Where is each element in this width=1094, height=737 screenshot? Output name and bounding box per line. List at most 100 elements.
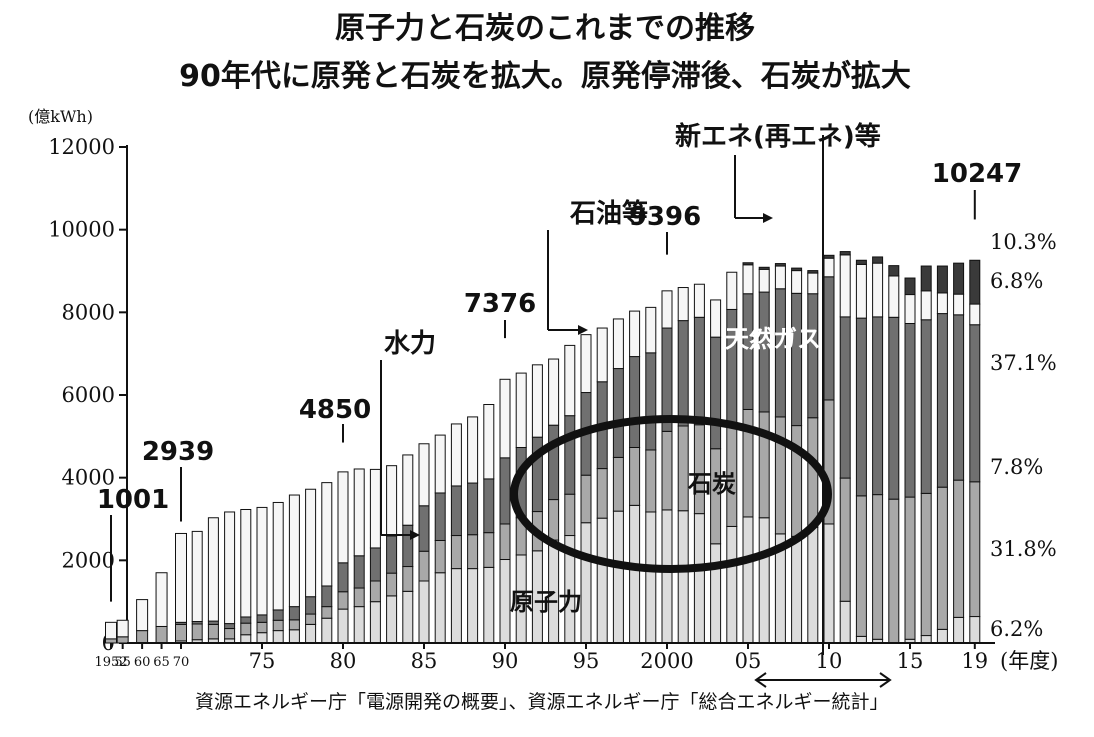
bar-segment xyxy=(548,499,560,541)
bar-segment xyxy=(888,265,900,277)
bar-segment xyxy=(321,585,333,608)
bar-segment xyxy=(434,572,446,644)
share-label: 6.2% xyxy=(990,617,1043,641)
bar-segment xyxy=(256,632,268,644)
bar-segment xyxy=(305,623,317,644)
bar-segment xyxy=(450,568,462,644)
bar-segment xyxy=(758,268,770,293)
y-tick-label: 10000 xyxy=(48,218,115,242)
bar-segment xyxy=(920,635,932,644)
bar-segment xyxy=(272,619,284,632)
bar-segment xyxy=(645,306,657,354)
bar-segment xyxy=(224,511,236,625)
value-callout: 1001 xyxy=(97,485,169,515)
bar-segment xyxy=(321,606,333,619)
bar-segment xyxy=(467,534,479,570)
bar-segment xyxy=(855,495,867,637)
bar-segment xyxy=(155,572,168,627)
bar-segment xyxy=(207,517,219,622)
bar-segment xyxy=(969,303,981,326)
bar-segment xyxy=(612,456,624,512)
bar-segment xyxy=(645,352,657,451)
bar-segment xyxy=(612,510,624,644)
bar-segment xyxy=(677,320,689,427)
bar-segment xyxy=(564,493,576,537)
value-callout: 2939 xyxy=(142,437,214,467)
bar-segment xyxy=(872,256,884,264)
bar-segment xyxy=(920,319,932,494)
bar-segment xyxy=(953,262,965,295)
bar-segment xyxy=(256,621,268,634)
bar-segment xyxy=(564,415,576,495)
bar-segment xyxy=(531,364,543,438)
bar-segment xyxy=(791,267,803,272)
chart-subtitle: 90年代に原発と石炭を拡大。原発停滞後、石炭が拡大 xyxy=(179,59,911,94)
bar-segment xyxy=(677,510,689,644)
bar-segment xyxy=(191,530,203,623)
share-label: 31.8% xyxy=(990,537,1057,561)
bar-segment xyxy=(207,623,219,640)
share-label: 10.3% xyxy=(990,230,1057,254)
bar-segment xyxy=(888,498,900,644)
bar-segment xyxy=(175,532,187,623)
bar-segment xyxy=(774,263,786,267)
label-renewable: 新エネ(再エネ)等 xyxy=(675,121,881,152)
bar-segment xyxy=(418,505,430,552)
range-arrow xyxy=(754,672,892,688)
x-tick-label: 19 xyxy=(961,649,988,673)
bar-segment xyxy=(434,434,446,494)
bar-stack-group xyxy=(105,251,981,644)
bar-segment xyxy=(742,516,754,644)
x-tick-label: 85 xyxy=(411,649,438,673)
x-tick-label: 65 xyxy=(153,655,170,670)
bar-segment xyxy=(386,595,398,644)
x-tick-label: 75 xyxy=(249,649,276,673)
bar-segment xyxy=(855,317,867,497)
bar-segment xyxy=(483,566,495,644)
bar-segment xyxy=(953,293,965,316)
x-tick-label: 2000 xyxy=(640,649,693,673)
label-gas: 天然ガス xyxy=(725,325,821,353)
value-callout: 7376 xyxy=(464,289,536,319)
bar-segment xyxy=(920,265,932,292)
bar-segment xyxy=(116,636,129,644)
bar-segment xyxy=(337,562,349,593)
bar-segment xyxy=(710,299,722,338)
bar-segment xyxy=(904,277,916,296)
bar-segment xyxy=(305,596,317,615)
bar-segment xyxy=(240,616,252,624)
bar-segment xyxy=(418,443,430,507)
bar-segment xyxy=(499,559,511,644)
x-tick-label: 60 xyxy=(134,655,151,670)
bar-segment xyxy=(240,634,252,644)
bar-segment xyxy=(191,623,203,641)
y-tick-label: 6000 xyxy=(62,383,115,407)
bar-segment xyxy=(256,506,268,616)
bar-segment xyxy=(839,477,851,602)
bar-segment xyxy=(823,523,835,644)
bar-segment xyxy=(483,478,495,534)
bar-segment xyxy=(450,535,462,570)
share-label: 6.8% xyxy=(990,269,1043,293)
value-callout: 9396 xyxy=(629,202,701,232)
bar-segment xyxy=(629,446,641,506)
bar-segment xyxy=(418,550,430,582)
value-callout: 10247 xyxy=(932,159,1022,189)
bar-segment xyxy=(629,356,641,448)
y-axis-unit: (億kWh) xyxy=(28,107,93,126)
bar-segment xyxy=(596,517,608,644)
bar-segment xyxy=(791,292,803,427)
value-callouts: 1001 2939 4850 7376 9396 10247 xyxy=(97,159,1022,602)
bar-segment xyxy=(888,275,900,318)
share-label: 37.1% xyxy=(990,351,1057,375)
label-leaders xyxy=(380,155,773,540)
bar-segment xyxy=(386,535,398,574)
bar-segment xyxy=(499,378,511,459)
bar-segment xyxy=(742,264,754,295)
bar-segment xyxy=(693,513,705,644)
bar-segment xyxy=(288,619,300,631)
bar-segment xyxy=(467,482,479,536)
bar-segment xyxy=(710,543,722,644)
